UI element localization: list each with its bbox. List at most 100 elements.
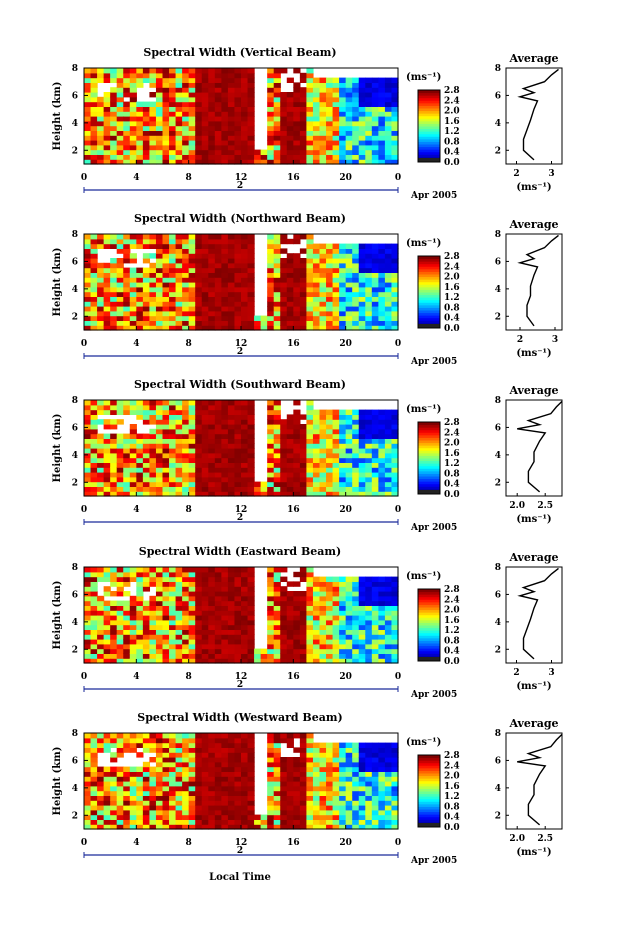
heatmap-cell	[110, 159, 118, 165]
heatmap-cell	[136, 766, 144, 772]
heatmap-cell	[306, 624, 314, 630]
heatmap-cell	[365, 472, 373, 478]
heatmap-cell	[110, 567, 118, 573]
heatmap-cell	[293, 428, 301, 435]
heatmap-cell	[326, 248, 334, 254]
heatmap-cell	[241, 414, 249, 420]
heatmap-cell	[384, 742, 393, 748]
heatmap-cell	[267, 742, 275, 748]
heatmap-cell	[97, 576, 105, 582]
colorbar: 2.82.42.01.61.20.80.40.0	[417, 252, 460, 334]
heatmap-cell	[365, 491, 373, 497]
heatmap-cell	[378, 658, 386, 664]
colorbar-swatch	[418, 798, 440, 802]
heatmap-cell	[201, 443, 209, 449]
heatmap-cell	[162, 581, 170, 587]
heatmap-cell	[306, 414, 314, 420]
heatmap-cell	[371, 629, 379, 635]
heatmap-cell	[326, 92, 334, 98]
heatmap-cell	[97, 610, 105, 616]
heatmap-cells	[84, 733, 399, 830]
heatmap-cell	[188, 624, 196, 630]
heatmap-cell	[149, 619, 157, 626]
heatmap-cell	[110, 130, 118, 136]
heatmap-cell	[149, 576, 157, 582]
heatmap-cell	[371, 438, 379, 444]
heatmap-cell	[129, 306, 137, 312]
colorbar-swatch	[418, 315, 440, 319]
heatmap-cell	[241, 615, 249, 621]
heatmap-cell	[84, 653, 92, 659]
heatmap-cell	[227, 125, 236, 131]
heatmap-cell	[103, 605, 111, 611]
heatmap-cell	[123, 92, 131, 98]
heatmap-cell	[391, 92, 399, 98]
heatmap-cell	[162, 135, 170, 141]
heatmap-cell	[332, 809, 340, 816]
heatmap-cell	[221, 448, 229, 454]
heatmap-cell	[214, 320, 222, 326]
heatmap-cell	[84, 419, 92, 425]
heatmap-cell	[293, 809, 301, 816]
heatmap-cell	[345, 144, 353, 151]
heatmap-cell	[280, 595, 288, 602]
heatmap-cell	[234, 766, 242, 772]
heatmap-cell	[247, 438, 255, 444]
heatmap-cell	[84, 658, 92, 664]
x-tick-label: 8	[186, 838, 192, 848]
heatmap-cell	[201, 144, 209, 151]
heatmap-cell	[247, 595, 255, 602]
heatmap-cell	[267, 272, 275, 278]
heatmap-cell	[123, 448, 131, 454]
y-axis-label: Height (km)	[52, 82, 63, 151]
heatmap-cell	[247, 467, 255, 473]
colorbar-swatch	[418, 90, 440, 94]
heatmap-cell	[371, 639, 379, 645]
heatmap-cell	[149, 776, 157, 782]
heatmap-cell	[162, 476, 170, 483]
heatmap-cell	[306, 805, 314, 811]
heatmap-cell	[371, 481, 379, 487]
heatmap-cell	[110, 800, 118, 806]
heatmap-cell	[142, 766, 151, 772]
heatmap-cell	[358, 452, 366, 459]
heatmap-cell	[208, 619, 216, 626]
heatmap-cell	[332, 619, 340, 626]
chart-title: Spectral Width (Southward Beam)	[134, 378, 346, 391]
heatmap-cell	[221, 595, 229, 602]
heatmap-cell	[273, 629, 281, 635]
heatmap-cell	[352, 243, 360, 249]
heatmap-cell	[391, 771, 399, 777]
heatmap-cell	[306, 658, 314, 664]
heatmap-cell	[286, 106, 294, 112]
heatmap-cell	[319, 591, 327, 597]
heatmap-cell	[312, 409, 321, 415]
heatmap-cell	[90, 809, 98, 816]
heatmap-cell	[136, 144, 144, 151]
heatmap-cell	[201, 457, 209, 463]
heatmap-cell	[182, 472, 190, 478]
heatmap-cell	[371, 771, 379, 777]
heatmap-cell	[286, 581, 294, 587]
heatmap-cell	[267, 491, 275, 497]
heatmap-cell	[110, 315, 118, 321]
heatmap-cell	[84, 615, 92, 621]
heatmap-cell	[227, 438, 236, 444]
heatmap-cell	[188, 404, 196, 411]
heatmap-cell	[365, 476, 373, 483]
heatmap-cell	[371, 752, 379, 758]
heatmap-cell	[371, 452, 379, 459]
heatmap-cell	[188, 96, 196, 103]
heatmap-cell	[260, 658, 268, 664]
heatmap-cell	[201, 310, 209, 317]
heatmap-cell	[319, 443, 327, 449]
heatmap-cell	[227, 320, 236, 326]
heatmap-cell	[162, 116, 170, 122]
heatmap-cell	[267, 325, 275, 331]
heatmap-cell	[221, 452, 229, 459]
heatmap-cell	[90, 576, 98, 582]
heatmap-cell	[332, 286, 340, 293]
x-tick-label: 20	[339, 505, 352, 515]
